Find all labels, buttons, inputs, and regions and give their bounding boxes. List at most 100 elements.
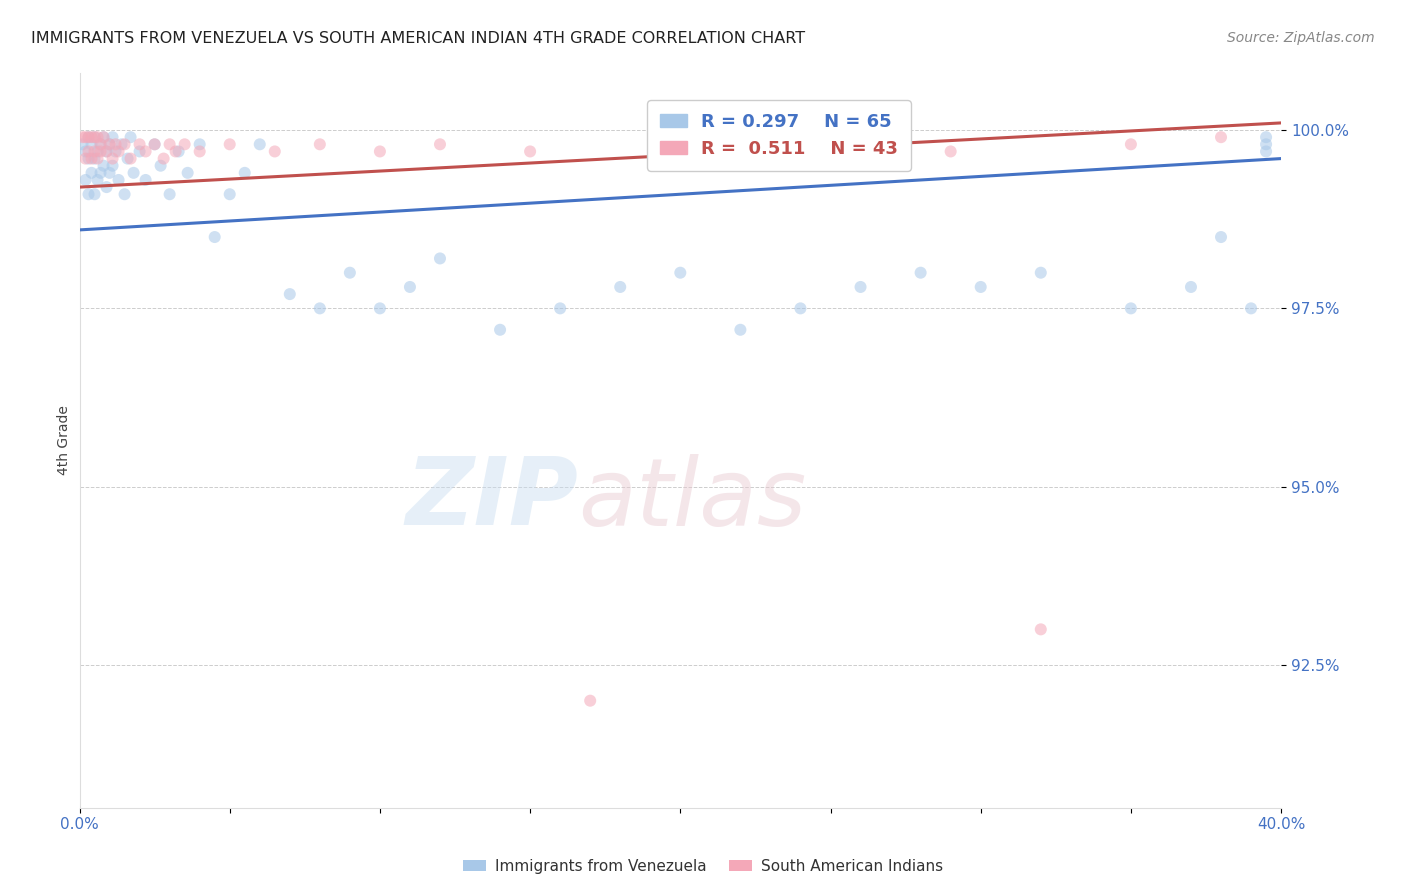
Point (122, 166, 145, 180)
Point (759, 145, 782, 159)
Point (77, 130, 100, 145)
Point (218, 187, 240, 202)
Point (429, 252, 451, 266)
Point (96, 145, 118, 159)
Point (75, 173, 97, 187)
Point (1119, 137, 1142, 152)
Point (98, 137, 121, 152)
Point (114, 137, 136, 152)
Point (669, 266, 692, 280)
Point (101, 152, 124, 166)
Point (165, 145, 187, 159)
Point (101, 130, 124, 145)
Point (80, 130, 103, 145)
Point (368, 145, 391, 159)
Point (101, 159, 124, 173)
Legend: R = 0.297    N = 65, R =  0.511    N = 43: R = 0.297 N = 65, R = 0.511 N = 43 (647, 101, 911, 170)
Point (80, 166, 103, 180)
Point (75, 130, 97, 145)
Point (77, 187, 100, 202)
Point (278, 287, 301, 301)
Point (128, 145, 150, 159)
Point (579, 694, 602, 708)
Point (128, 137, 150, 152)
Point (910, 266, 932, 280)
Point (135, 173, 157, 187)
Point (77, 130, 100, 145)
Point (159, 187, 181, 202)
Point (519, 145, 541, 159)
Point (669, 137, 692, 152)
Point (970, 280, 993, 294)
Point (83, 187, 105, 202)
Point (188, 137, 211, 152)
Point (90, 166, 112, 180)
Point (104, 137, 127, 152)
Point (83, 130, 105, 145)
Point (90, 145, 112, 159)
Point (609, 280, 631, 294)
Point (789, 301, 811, 316)
Point (263, 145, 285, 159)
Point (249, 137, 271, 152)
Point (104, 145, 127, 159)
Point (96, 145, 118, 159)
Point (1119, 301, 1142, 316)
Point (399, 280, 422, 294)
Point (114, 187, 136, 202)
Point (149, 159, 172, 173)
Point (368, 301, 391, 316)
Point (143, 137, 166, 152)
Point (849, 137, 872, 152)
Point (939, 145, 962, 159)
Point (548, 301, 571, 316)
Point (90, 137, 112, 152)
Point (96, 180, 118, 194)
Point (1254, 145, 1277, 159)
Point (107, 173, 129, 187)
Point (77, 152, 100, 166)
Point (83, 152, 105, 166)
Text: atlas: atlas (578, 454, 807, 545)
Point (75, 145, 97, 159)
Point (159, 137, 181, 152)
Point (80, 137, 103, 152)
Text: IMMIGRANTS FROM VENEZUELA VS SOUTH AMERICAN INDIAN 4TH GRADE CORRELATION CHART: IMMIGRANTS FROM VENEZUELA VS SOUTH AMERI… (31, 31, 806, 46)
Point (86, 145, 108, 159)
Point (204, 230, 226, 244)
Point (98, 166, 121, 180)
Point (110, 137, 132, 152)
Point (120, 130, 142, 145)
Point (86, 152, 108, 166)
Point (93, 159, 115, 173)
Point (308, 301, 330, 316)
Point (339, 266, 361, 280)
Point (152, 152, 174, 166)
Point (135, 145, 157, 159)
Point (83, 130, 105, 145)
Point (143, 137, 166, 152)
Point (72, 137, 94, 152)
Point (1254, 130, 1277, 145)
Point (429, 137, 451, 152)
Point (120, 152, 142, 166)
Y-axis label: 4th Grade: 4th Grade (58, 405, 72, 475)
Point (1180, 280, 1202, 294)
Point (83, 145, 105, 159)
Legend: Immigrants from Venezuela, South American Indians: Immigrants from Venezuela, South America… (457, 853, 949, 880)
Text: ZIP: ZIP (405, 453, 578, 545)
Point (1209, 130, 1232, 145)
Point (173, 137, 195, 152)
Point (1240, 301, 1263, 316)
Point (1029, 623, 1052, 637)
Point (86, 173, 108, 187)
Point (308, 137, 330, 152)
Point (730, 323, 752, 337)
Point (176, 166, 198, 180)
Point (218, 137, 240, 152)
Point (1254, 137, 1277, 152)
Point (98, 137, 121, 152)
Point (233, 166, 256, 180)
Point (1209, 230, 1232, 244)
Point (489, 323, 512, 337)
